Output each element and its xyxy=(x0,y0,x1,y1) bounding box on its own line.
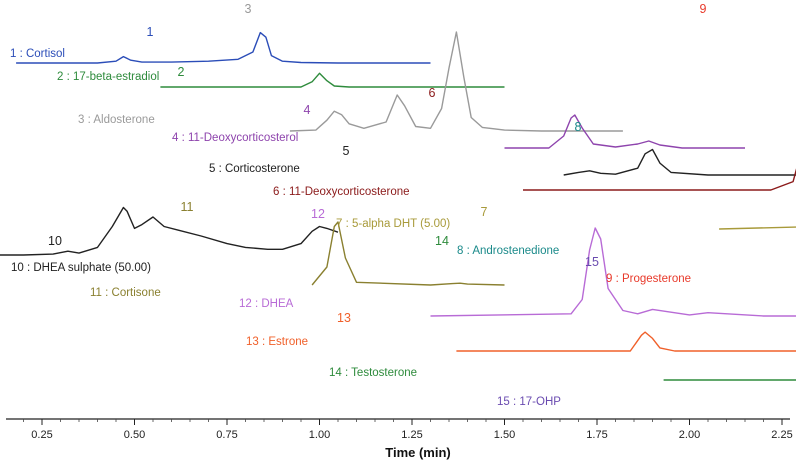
trace-line-6 xyxy=(523,168,796,191)
trace-label-14: 14 : Testosterone xyxy=(329,367,417,379)
trace-line-7 xyxy=(719,226,796,230)
x-tick-label: 2.00 xyxy=(679,429,700,441)
chromatogram-traces xyxy=(0,31,796,381)
x-tick-label: 1.75 xyxy=(586,429,607,441)
peak-number-7: 7 xyxy=(481,205,488,219)
trace-line-14 xyxy=(663,379,796,381)
x-tick-label: 1.50 xyxy=(494,429,515,441)
trace-label-15: 15 : 17-OHP xyxy=(497,396,561,408)
x-axis-title: Time (min) xyxy=(385,445,451,460)
trace-label-2: 2 : 17-beta-estradiol xyxy=(57,71,159,83)
trace-line-1 xyxy=(16,31,431,64)
peak-number-10: 10 xyxy=(48,234,62,248)
peak-number-4: 4 xyxy=(304,103,311,117)
trace-label-7: 7 : 5-alpha DHT (5.00) xyxy=(336,218,450,230)
trace-line-13 xyxy=(456,331,796,352)
peak-number-1: 1 xyxy=(147,25,154,39)
trace-label-3: 3 : Aldosterone xyxy=(78,114,155,126)
peak-number-9: 9 xyxy=(700,2,707,16)
trace-labels: 1 : Cortisol 1 2 : 17-beta-estradiol 2 3 : A… xyxy=(10,2,707,408)
peak-number-14: 14 xyxy=(435,234,449,248)
trace-label-13: 13 : Estrone xyxy=(246,336,308,348)
x-tick-label: 1.25 xyxy=(401,429,422,441)
peak-number-11: 11 xyxy=(181,200,194,214)
peak-number-12: 12 xyxy=(311,207,325,221)
peak-number-3: 3 xyxy=(245,2,252,16)
x-tick-label: 0.25 xyxy=(31,429,52,441)
trace-label-8: 8 : Androstenedione xyxy=(457,245,559,257)
trace-line-12 xyxy=(430,227,796,317)
trace-line-4 xyxy=(504,114,745,149)
peak-number-5: 5 xyxy=(343,144,350,158)
x-tick-label: 0.75 xyxy=(216,429,237,441)
trace-label-1: 1 : Cortisol xyxy=(10,48,65,60)
trace-line-11 xyxy=(311,221,505,286)
trace-label-12: 12 : DHEA xyxy=(239,298,294,310)
peak-number-15: 15 xyxy=(585,255,599,269)
trace-line-10 xyxy=(0,206,339,256)
trace-label-4: 4 : 11-Deoxycorticosterol xyxy=(172,132,298,144)
peak-number-2: 2 xyxy=(178,65,185,79)
x-tick-label: 2.25 xyxy=(771,429,792,441)
peak-number-13: 13 xyxy=(337,311,351,325)
trace-label-10: 10 : DHEA sulphate (50.00) xyxy=(11,262,151,274)
trace-line-2 xyxy=(160,72,505,88)
x-tick-label: 1.00 xyxy=(309,429,330,441)
x-axis: 0.250.500.751.001.251.501.752.002.252.50… xyxy=(6,418,793,441)
x-tick-label: 0.50 xyxy=(124,429,145,441)
trace-label-5: 5 : Corticosterone xyxy=(209,163,300,175)
trace-line-3 xyxy=(289,31,623,132)
peak-number-8: 8 xyxy=(575,120,582,134)
trace-label-9: 9 : Progesterone xyxy=(606,273,691,285)
trace-line-5 xyxy=(563,148,796,176)
peak-number-6: 6 xyxy=(429,86,436,100)
trace-label-11: 11 : Cortisone xyxy=(90,287,161,299)
trace-label-6: 6 : 11-Deoxycorticosterone xyxy=(273,186,410,198)
